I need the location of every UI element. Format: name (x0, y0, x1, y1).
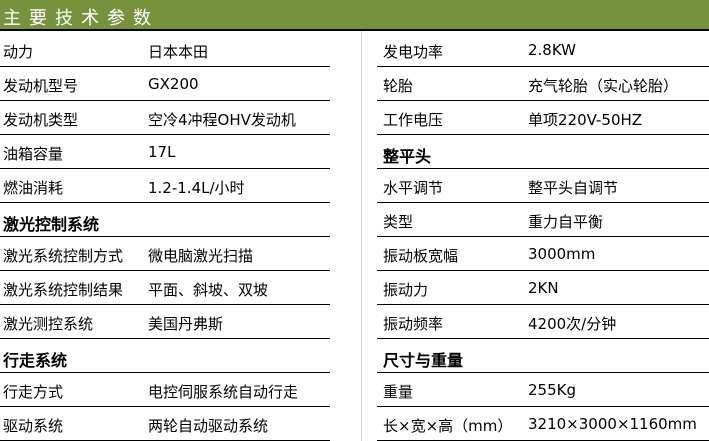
spec-value: 空冷4冲程OHV发动机 (148, 111, 296, 129)
section-header: 激光控制系统 (0, 203, 330, 237)
spec-label: 轮胎 (383, 77, 414, 95)
spec-row: 发电功率 2.8KW (377, 33, 709, 67)
spec-value: 充气轮胎（实心轮胎） (528, 77, 679, 95)
section-header: 整平头 (377, 135, 709, 169)
spec-value: 电控伺服系统自动行走 (148, 383, 299, 401)
spec-label: 激光测控系统 (3, 315, 94, 333)
spec-label: 发动机类型 (3, 111, 79, 129)
spec-label: 燃油消耗 (3, 179, 64, 197)
spec-value: 单项220V-50HZ (528, 111, 643, 129)
spec-row: 动力 日本本田 (0, 33, 330, 67)
spec-label: 激光系统控制结果 (3, 281, 124, 299)
spec-value: 2KN (528, 279, 559, 297)
spec-label: 发电功率 (383, 43, 444, 61)
spec-value: 整平头自调节 (528, 179, 619, 197)
spec-label: 发动机型号 (3, 77, 79, 95)
spec-value: 美国丹弗斯 (148, 315, 224, 333)
spec-row: 行走方式 电控伺服系统自动行走 (0, 373, 330, 407)
spec-value: 重力自平衡 (528, 213, 604, 231)
spec-value: 3210×3000×1160mm (528, 415, 697, 433)
spec-row: 振动板宽幅 3000mm (377, 237, 709, 271)
spec-label: 行走系统 (3, 351, 68, 370)
spec-label: 振动频率 (383, 315, 444, 333)
page-title: 主要技术参数 (3, 8, 159, 29)
spec-value: GX200 (148, 75, 199, 93)
spec-label: 激光控制系统 (3, 215, 100, 234)
spec-row: 激光系统控制结果 平面、斜坡、双坡 (0, 271, 330, 305)
spec-label: 激光系统控制方式 (3, 247, 124, 265)
spec-value: 两轮自动驱动系统 (148, 417, 269, 435)
spec-label: 整平头 (383, 147, 432, 166)
spec-value: 17L (148, 143, 176, 161)
spec-row: 发动机类型 空冷4冲程OHV发动机 (0, 101, 330, 135)
spec-value: 日本本田 (148, 43, 209, 61)
spec-value: 平面、斜坡、双坡 (148, 281, 269, 299)
spec-row: 振动力 2KN (377, 271, 709, 305)
spec-row: 水平调节 整平头自调节 (377, 169, 709, 203)
spec-row: 驱动系统 两轮自动驱动系统 (0, 407, 330, 441)
spec-row: 激光测控系统 美国丹弗斯 (0, 305, 330, 339)
spec-label: 振动力 (383, 281, 429, 299)
spec-label: 重量 (383, 383, 414, 401)
spec-value: 2.8KW (528, 41, 576, 59)
spec-label: 水平调节 (383, 179, 444, 197)
header-bar: 主要技术参数 (0, 0, 709, 31)
spec-row: 发动机型号 GX200 (0, 67, 330, 101)
spec-row: 轮胎 充气轮胎（实心轮胎） (377, 67, 709, 101)
section-header: 尺寸与重量 (377, 339, 709, 373)
spec-row: 长×宽×高（mm） 3210×3000×1160mm (377, 407, 709, 441)
spec-row: 工作电压 单项220V-50HZ (377, 101, 709, 135)
spec-row: 类型 重力自平衡 (377, 203, 709, 237)
spec-value: 4200次/分钟 (528, 315, 617, 333)
column-divider (361, 31, 362, 441)
section-header: 行走系统 (0, 339, 330, 373)
spec-value: 255Kg (528, 381, 576, 399)
spec-row: 振动频率 4200次/分钟 (377, 305, 709, 339)
spec-row: 重量 255Kg (377, 373, 709, 407)
spec-label: 工作电压 (383, 111, 444, 129)
spec-value: 3000mm (528, 245, 596, 263)
spec-label: 尺寸与重量 (383, 351, 464, 370)
spec-label: 动力 (3, 43, 34, 61)
spec-label: 振动板宽幅 (383, 247, 459, 265)
spec-label: 类型 (383, 213, 414, 231)
spec-row: 激光系统控制方式 微电脑激光扫描 (0, 237, 330, 271)
spec-label: 驱动系统 (3, 417, 64, 435)
spec-value: 1.2-1.4L/小时 (148, 179, 245, 197)
spec-row: 油箱容量 17L (0, 135, 330, 169)
spec-label: 长×宽×高（mm） (383, 417, 513, 435)
spec-label: 油箱容量 (3, 145, 64, 163)
spec-label: 行走方式 (3, 383, 64, 401)
spec-value: 微电脑激光扫描 (148, 247, 254, 265)
spec-row: 燃油消耗 1.2-1.4L/小时 (0, 169, 330, 203)
